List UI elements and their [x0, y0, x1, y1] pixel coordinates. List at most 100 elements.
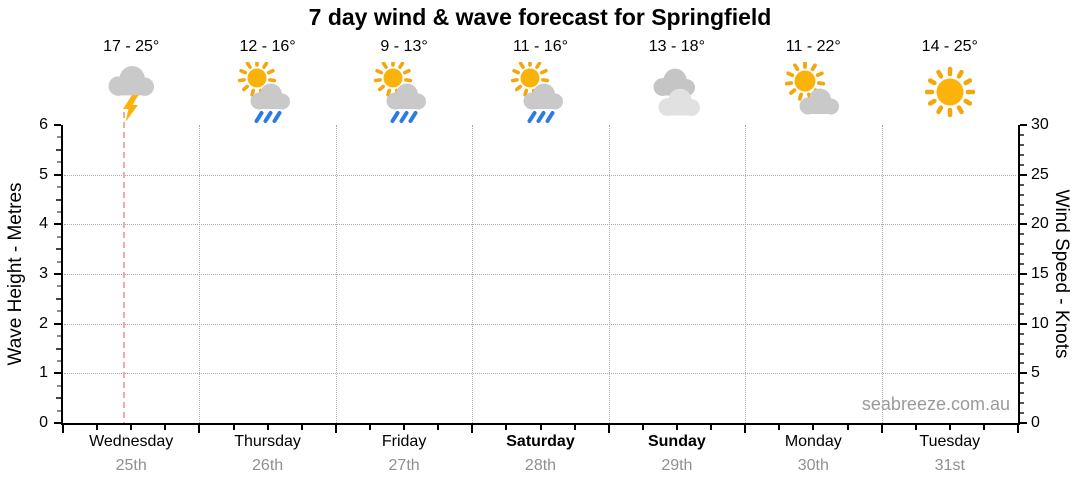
bottom-axis-tick [607, 425, 610, 433]
right-axis-minor-tick [1020, 332, 1024, 335]
left-axis-minor-tick [57, 335, 61, 338]
right-axis-tick-label: 25 [1031, 165, 1049, 183]
left-axis-line [61, 125, 63, 425]
sunny-icon [918, 62, 982, 124]
right-axis-tick [1020, 124, 1027, 126]
left-axis-tick-label: 1 [39, 364, 48, 382]
day-name: Friday [381, 433, 427, 450]
bottom-axis-minor-tick [675, 425, 678, 430]
right-axis-minor-tick [1020, 382, 1024, 385]
bottom-axis-minor-tick [846, 425, 849, 430]
bottom-axis-minor-tick [641, 425, 644, 430]
right-axis-tick-label: 15 [1031, 265, 1049, 282]
right-axis-tick [1020, 273, 1027, 275]
right-axis-minor-tick [1020, 163, 1024, 166]
right-axis-minor-tick [1020, 292, 1024, 295]
right-axis-minor-tick [1020, 392, 1024, 395]
left-axis-tick [54, 223, 61, 226]
bottom-axis-minor-tick [300, 425, 303, 430]
bottom-axis-minor-tick [573, 425, 576, 430]
bottom-axis-minor-tick [948, 425, 951, 430]
right-axis-tick-label: 5 [1031, 364, 1040, 382]
left-axis-tick-label: 0 [39, 414, 48, 431]
gridline-vertical [881, 125, 883, 423]
right-axis-minor-tick [1020, 233, 1024, 236]
temp-range: 14 - 25° [921, 38, 978, 55]
left-axis-tick [54, 124, 61, 126]
bottom-axis-line [61, 423, 1020, 425]
right-axis-minor-tick [1020, 362, 1024, 365]
bottom-axis-tick [1017, 425, 1019, 433]
gridline-horizontal [64, 373, 1016, 375]
right-axis-minor-tick [1020, 213, 1024, 216]
temp-range: 17 - 25° [103, 38, 160, 55]
gridline-vertical [335, 125, 337, 423]
day-date: 30th [797, 457, 829, 474]
temp-range: 13 - 18° [648, 38, 705, 55]
right-axis-minor-tick [1020, 243, 1024, 246]
bottom-axis-minor-tick [812, 425, 815, 430]
seabreeze-watermark: seabreeze.com.au [861, 394, 1010, 414]
left-axis-tick-label: 3 [39, 265, 48, 282]
sun-cloud-icon [781, 60, 845, 124]
left-axis-minor-tick [56, 198, 61, 201]
temp-range: 9 - 13° [380, 38, 428, 55]
temp-range: 12 - 16° [239, 38, 296, 55]
right-axis-minor-tick [1020, 153, 1024, 156]
gridline-horizontal [64, 174, 1016, 176]
thunderstorm-icon [99, 62, 163, 124]
left-axis-minor-tick [57, 285, 61, 288]
bottom-axis-tick [471, 425, 474, 433]
day-name: Wednesday [89, 433, 174, 450]
day-date: 27th [388, 457, 420, 474]
left-axis-minor-tick [57, 359, 61, 362]
bottom-axis-minor-tick [437, 425, 440, 430]
bottom-axis-minor-tick [982, 425, 985, 430]
right-axis-minor-tick [1020, 402, 1024, 405]
gridline-horizontal [64, 323, 1016, 325]
right-axis-minor-tick [1020, 302, 1024, 305]
left-axis-tick [54, 173, 61, 176]
left-axis-minor-tick [56, 297, 61, 300]
bottom-axis-tick [880, 425, 883, 433]
day-date: 29th [661, 457, 693, 474]
left-axis-minor-tick [57, 384, 61, 387]
left-axis-minor-tick [57, 210, 61, 213]
left-axis-minor-tick [56, 347, 61, 350]
bottom-axis-minor-tick [710, 425, 712, 430]
chart-title: 7 day wind & wave forecast for Springfie… [308, 4, 772, 30]
left-axis-tick [54, 273, 61, 275]
gridline-vertical [608, 125, 610, 423]
right-axis-minor-tick [1020, 282, 1024, 285]
left-axis-minor-tick [57, 409, 61, 412]
bottom-axis-tick [62, 425, 64, 433]
day-date: 26th [252, 457, 284, 474]
left-axis-tick [54, 422, 61, 424]
bottom-axis-minor-tick [403, 425, 406, 430]
day-name: Saturday [506, 433, 575, 450]
current-time-marker [123, 112, 126, 423]
right-axis-minor-tick [1020, 342, 1024, 345]
day-name: Monday [784, 433, 842, 450]
left-axis-minor-tick [57, 235, 61, 238]
bottom-axis-minor-tick [369, 425, 371, 430]
right-axis-tick [1020, 322, 1027, 325]
sun-cloud-rain-icon [509, 58, 573, 124]
left-axis-minor-tick [57, 310, 61, 313]
left-axis-tick-label: 4 [39, 215, 48, 233]
left-axis-tick-label: 5 [39, 165, 48, 183]
right-axis-minor-tick [1020, 352, 1024, 355]
gridline-vertical [199, 125, 201, 423]
bottom-axis-minor-tick [96, 425, 99, 430]
day-name: Sunday [647, 433, 706, 450]
right-axis-minor-tick [1020, 253, 1024, 256]
right-axis-tick-label: 10 [1031, 314, 1049, 332]
right-axis-tick [1020, 422, 1027, 424]
left-axis-tick [54, 372, 61, 375]
bottom-axis-tick [744, 425, 747, 433]
left-axis-minor-tick [57, 186, 61, 189]
bottom-axis-tick [198, 425, 201, 433]
gridline-horizontal [64, 224, 1016, 226]
gridline-vertical [745, 125, 747, 423]
right-axis-minor-tick [1020, 183, 1024, 186]
